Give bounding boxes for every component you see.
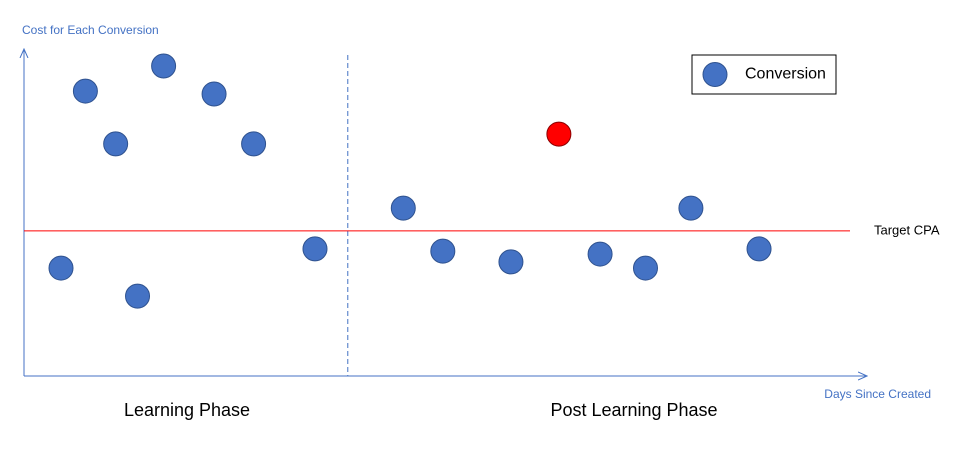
data-point [678,195,704,221]
legend-marker [702,62,728,87]
y-axis-label: Cost for Each Conversion [22,23,159,37]
data-point [48,255,74,281]
data-point [746,236,772,262]
data-point [302,236,328,262]
phase-label: Learning Phase [124,400,250,420]
data-point [125,283,151,309]
data-point [390,195,416,221]
reference-label: Target CPA [874,222,940,237]
legend-label: Conversion [745,66,826,83]
data-point [151,53,177,79]
x-axis-label: Days Since Created [824,387,931,401]
data-point [241,131,267,157]
data-point [430,238,456,264]
data-point [632,255,658,281]
data-point [201,81,227,107]
data-point [72,78,98,104]
data-point [103,131,129,157]
data-point [587,241,613,267]
phase-label: Post Learning Phase [550,400,717,420]
data-point [498,249,524,275]
data-point [546,121,572,147]
